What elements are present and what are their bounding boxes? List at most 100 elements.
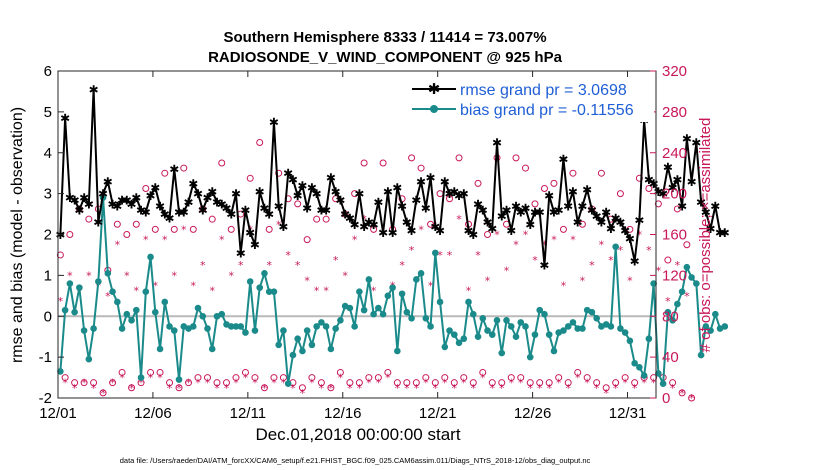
rmse-point: ✱: [601, 206, 611, 220]
obs-possible-marker: [71, 379, 79, 387]
obs-assimilated-marker: *: [380, 229, 386, 242]
rmse-point: ✱: [117, 193, 127, 207]
obs-assimilated-marker: *: [409, 244, 415, 257]
obs-possible-marker: [574, 368, 582, 376]
rmse-point: ✱: [563, 199, 573, 213]
bias-point: [674, 300, 681, 308]
rmse-point: ✱: [340, 208, 350, 222]
obs-possible-marker: [488, 379, 496, 387]
bias-point: [522, 323, 529, 330]
obs-assimilated-marker: *: [461, 377, 467, 390]
bias-point: [318, 319, 325, 326]
bias-point: [560, 327, 567, 334]
bias-point: [721, 323, 729, 330]
obs-assimilated-marker: *: [675, 259, 681, 272]
bias-point: [76, 284, 83, 291]
rmse-point: ✱: [558, 152, 568, 166]
obs-assimilated-marker: *: [684, 290, 690, 303]
obs-possible-marker: [379, 159, 387, 167]
rmse-point: ✱: [492, 136, 502, 150]
x-axis-label: Dec.01,2018 00:00:00 start: [255, 425, 460, 444]
bias-point: [413, 276, 420, 283]
obs-assimilated-marker: *: [371, 285, 377, 298]
obs-assimilated-marker: *: [333, 254, 339, 267]
rmse-point: ✱: [525, 218, 535, 232]
rmse-point: ✱: [592, 210, 602, 224]
obs-possible-marker: [398, 195, 406, 203]
obs-possible-marker: [374, 374, 382, 382]
obs-possible-marker: [351, 190, 359, 198]
obs-assimilated-marker: *: [513, 239, 519, 252]
bias-point: [507, 323, 515, 330]
rmse-point: ✱: [482, 216, 492, 230]
rmse-point: ✱: [112, 199, 122, 213]
bias-point: [85, 355, 93, 363]
rmse-point: ✱: [226, 208, 236, 222]
obs-possible-marker: [498, 379, 506, 387]
bias-point: [270, 288, 278, 296]
obs-possible-marker: [113, 220, 121, 228]
bias-point: [659, 380, 667, 387]
obs-possible-marker: [90, 379, 98, 387]
y-right-tick-label: 320: [662, 63, 687, 80]
obs-possible-marker: [132, 220, 140, 228]
bias-point: [498, 349, 506, 357]
rmse-point: ✱: [302, 201, 312, 215]
obs-possible-marker: [213, 379, 221, 387]
rmse-point: ✱: [421, 201, 431, 215]
bias-point: [579, 325, 586, 332]
obs-assimilated-marker: *: [238, 259, 244, 272]
bias-point: [151, 308, 159, 316]
y-tick-label: -2: [39, 390, 52, 407]
obs-assimilated-marker: *: [285, 249, 291, 262]
obs-assimilated-marker: *: [508, 377, 514, 390]
obs-assimilated-marker: *: [62, 377, 68, 390]
obs-assimilated-marker: *: [191, 280, 197, 293]
obs-possible-marker: [540, 185, 548, 193]
rmse-point: ✱: [74, 203, 84, 217]
obs-assimilated-marker: *: [627, 274, 633, 287]
y-right-tick-label: 240: [662, 145, 687, 162]
obs-assimilated-marker: *: [281, 377, 287, 390]
obs-possible-marker: [241, 368, 249, 376]
obs-possible-marker: [204, 374, 211, 382]
rmse-point: ✱: [539, 259, 549, 273]
rmse-point: ✱: [131, 191, 141, 205]
obs-possible-marker: [151, 225, 159, 233]
bias-point: [57, 368, 64, 375]
obs-possible-marker: [260, 384, 268, 392]
bias-point: [284, 380, 292, 387]
bias-point: [199, 312, 207, 320]
obs-possible-marker: [635, 174, 643, 182]
bias-point: [208, 345, 216, 353]
rmse-point: ✱: [79, 191, 89, 205]
rmse-point: ✱: [312, 187, 322, 201]
obs-assimilated-marker: *: [608, 254, 614, 267]
bias-point: [403, 308, 411, 316]
rmse-point: ✱: [70, 193, 80, 207]
obs-assimilated-marker: *: [323, 285, 329, 298]
rmse-point: ✱: [653, 185, 663, 199]
obs-possible-marker: [161, 169, 169, 177]
obs-assimilated-marker: *: [452, 382, 458, 395]
rmse-point: ✱: [84, 197, 94, 211]
rmse-point: ✱: [435, 224, 445, 238]
obs-possible-marker: [616, 190, 624, 198]
obs-assimilated-marker: *: [480, 372, 486, 385]
rmse-point: ✱: [487, 222, 497, 236]
obs-assimilated-marker: *: [143, 234, 149, 247]
obs-assimilated-marker: *: [646, 244, 652, 257]
bias-point: [712, 310, 719, 318]
rmse-point: ✱: [511, 199, 521, 213]
rmse-point: ✱: [155, 199, 165, 213]
rmse-point: ✱: [459, 187, 469, 201]
x-tick-label: 12/26: [514, 405, 552, 422]
obs-possible-marker: [521, 164, 529, 172]
bias-point: [479, 314, 487, 322]
obs-possible-marker: [559, 225, 567, 233]
bias-point: [351, 323, 358, 330]
rmse-point: ✱: [326, 171, 336, 185]
obs-assimilated-marker: *: [537, 382, 543, 395]
rmse-point: ✱: [255, 185, 265, 199]
obs-possible-marker: [688, 394, 696, 402]
